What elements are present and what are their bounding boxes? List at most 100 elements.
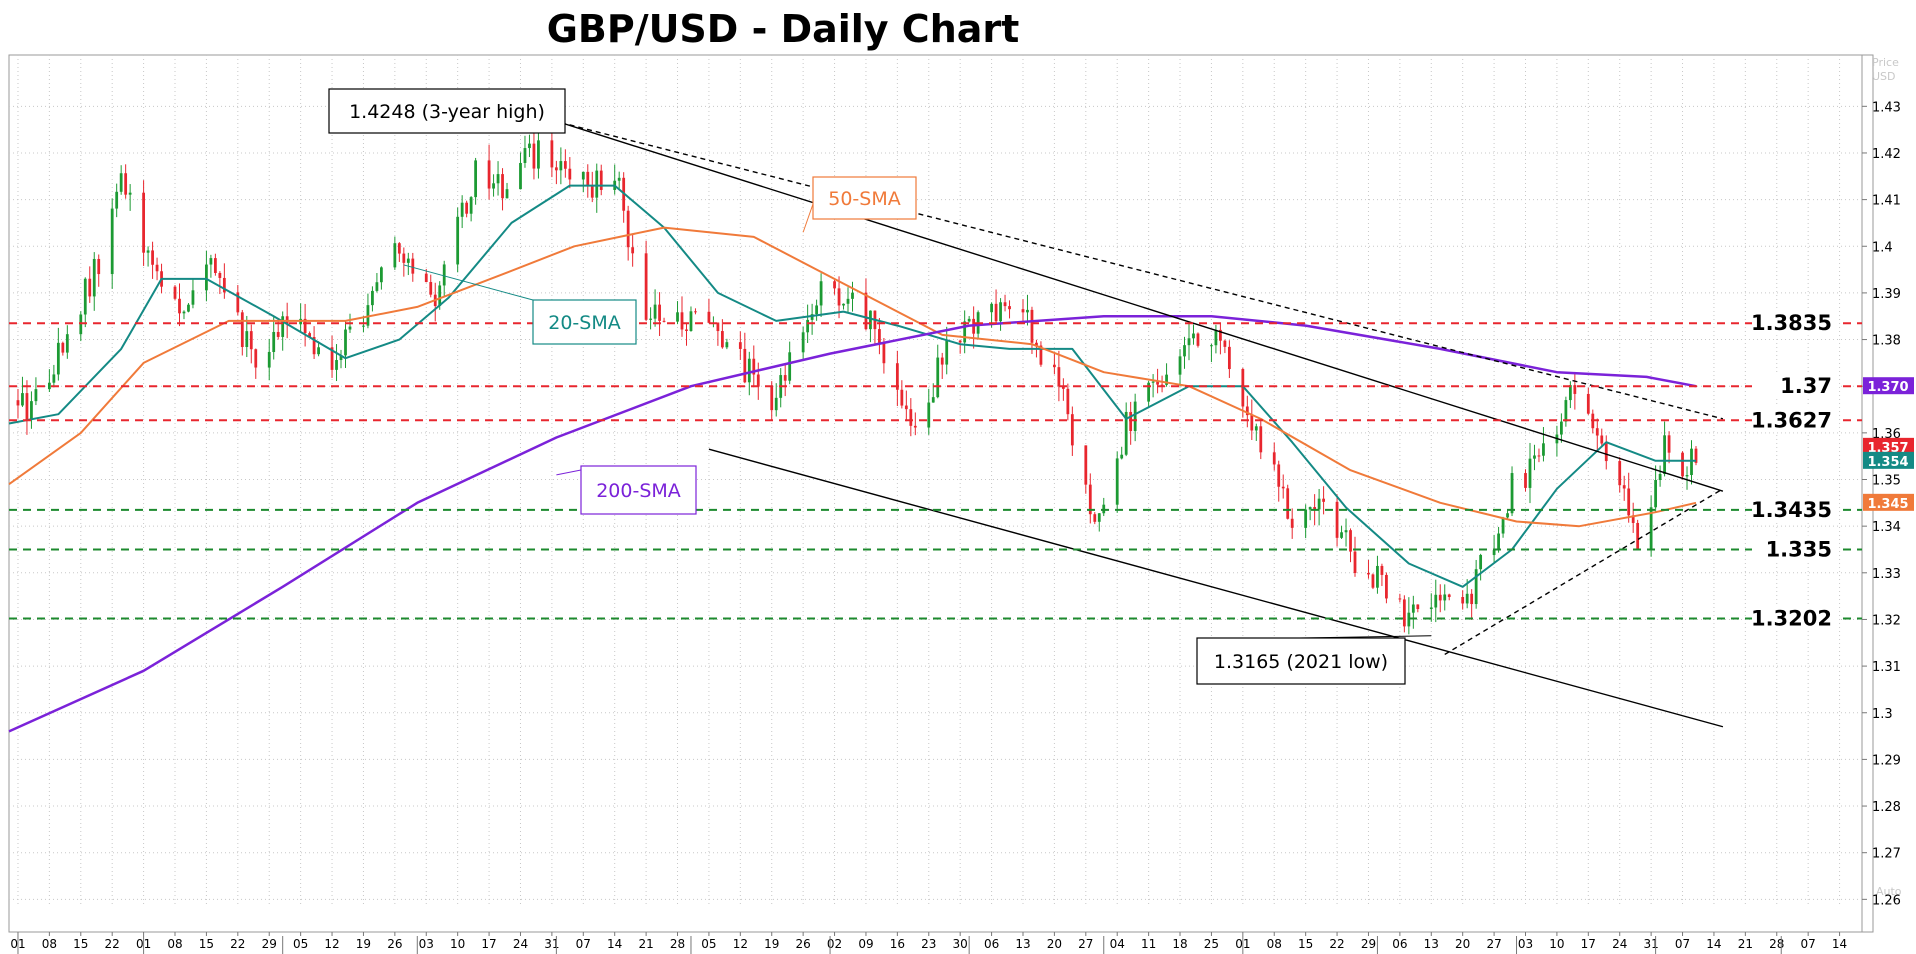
candle-bearish	[501, 174, 504, 199]
annotation-leader	[556, 469, 582, 476]
date-tick-label: 28	[1769, 937, 1784, 951]
candle-bearish	[1524, 473, 1527, 488]
candle-bearish	[1057, 367, 1061, 387]
channel-trendline	[708, 448, 1724, 728]
candle-bullish	[496, 174, 500, 184]
candle-bearish	[904, 405, 908, 410]
candle-bearish	[1636, 522, 1640, 550]
candle-bearish	[1313, 507, 1317, 510]
month-label: May 21	[453, 952, 508, 954]
candle-bearish	[707, 311, 711, 323]
candle-bullish	[1344, 530, 1348, 533]
candle-bearish	[142, 192, 145, 253]
date-tick-label: 10	[450, 937, 465, 951]
date-tick-label: 12	[733, 937, 748, 951]
level-label: 1.3627	[1751, 408, 1832, 432]
date-tick-label: 07	[1675, 937, 1690, 951]
horizontal-levels: 1.3835 1.37 1.3627 1.3435 1.335 1.3202	[9, 309, 1862, 631]
candle-bullish	[79, 314, 83, 335]
candle-bearish	[895, 363, 899, 390]
level-label: 1.335	[1766, 537, 1832, 561]
price-tick-label: 1.28	[1872, 800, 1901, 815]
candle-bullish	[1564, 400, 1568, 422]
candle-bearish	[249, 331, 253, 350]
candle-bullish	[999, 302, 1002, 322]
candle-bearish	[1039, 345, 1043, 365]
candle-bullish	[1304, 509, 1308, 528]
date-tick-label: 10	[1549, 937, 1564, 951]
date-tick-label: 14	[1832, 937, 1847, 951]
date-tick-label: 15	[73, 937, 88, 951]
price-axis-title-line1: Price	[1872, 56, 1899, 69]
candle-bearish	[1618, 461, 1622, 486]
candle-bearish	[1070, 414, 1074, 446]
current-value-label: 1.345	[1867, 497, 1908, 512]
date-tick-label: 24	[1612, 937, 1627, 951]
candle-bearish	[173, 286, 177, 299]
candle-bullish	[1376, 565, 1379, 588]
candle-bullish	[595, 170, 599, 198]
candle-bearish	[1470, 593, 1474, 605]
candle-bearish	[1160, 384, 1164, 386]
candlesticks	[16, 127, 1698, 635]
candle-bullish	[810, 314, 814, 320]
level-label: 1.37	[1780, 374, 1832, 398]
candle-bullish	[819, 281, 823, 306]
candle-bullish	[653, 304, 657, 319]
candle-bearish	[878, 329, 881, 343]
candle-bullish	[1120, 454, 1124, 459]
candle-bullish	[1151, 381, 1155, 383]
auto-scale-label[interactable]: Auto	[1876, 885, 1902, 898]
candle-bullish	[56, 342, 60, 375]
price-tick-label: 1.31	[1872, 660, 1901, 675]
indicator-20-sma	[8, 184, 1696, 588]
candle-bullish	[47, 382, 51, 390]
candle-bearish	[397, 243, 401, 254]
month-label: Apr 21	[321, 952, 371, 954]
candle-bearish	[1438, 594, 1442, 601]
candle-bearish	[1353, 551, 1357, 573]
candle-bullish	[335, 360, 338, 370]
candle-bearish	[222, 277, 226, 293]
date-tick-label: 26	[796, 937, 811, 951]
candle-bullish	[281, 316, 285, 337]
candle-bullish	[747, 358, 751, 383]
candle-bullish	[801, 332, 805, 353]
candle-bearish	[236, 292, 240, 313]
date-tick-label: 15	[1298, 937, 1313, 951]
candle-bullish	[1214, 329, 1218, 346]
candle-bearish	[218, 272, 222, 278]
date-tick-label: 06	[984, 937, 999, 951]
candle-bullish	[344, 329, 347, 356]
candle-bullish	[1178, 356, 1182, 375]
price-tick-label: 1.29	[1872, 753, 1901, 768]
current-value-label: 1.370	[1867, 380, 1908, 395]
date-tick-label: 31	[1643, 937, 1658, 951]
candle-bullish	[267, 352, 271, 368]
candle-bullish	[1254, 426, 1258, 431]
candle-bearish	[586, 171, 590, 187]
date-tick-label: 16	[890, 937, 905, 951]
date-tick-label: 14	[1706, 937, 1721, 951]
candle-bearish	[424, 273, 428, 283]
candle-bearish	[1259, 426, 1263, 453]
annotation-box	[328, 88, 566, 134]
candle-bullish	[380, 267, 383, 283]
date-tick-label: 25	[1204, 937, 1219, 951]
candle-bearish	[662, 320, 666, 322]
annotation-label: 1.4248 (3-year high)	[349, 101, 545, 123]
candle-bullish	[649, 318, 652, 320]
date-tick-label: 18	[1172, 937, 1187, 951]
candle-bearish	[254, 349, 258, 368]
date-tick-label: 29	[1361, 937, 1376, 951]
date-tick-label: 02	[827, 937, 842, 951]
month-label: Jun 21	[595, 952, 643, 954]
candle-bearish	[1398, 598, 1402, 600]
candle-bullish	[676, 312, 679, 322]
candle-bearish	[716, 322, 720, 332]
candle-bearish	[487, 160, 491, 189]
candle-bearish	[1245, 406, 1249, 416]
candle-bearish	[1573, 385, 1577, 394]
candle-bearish	[599, 170, 603, 190]
